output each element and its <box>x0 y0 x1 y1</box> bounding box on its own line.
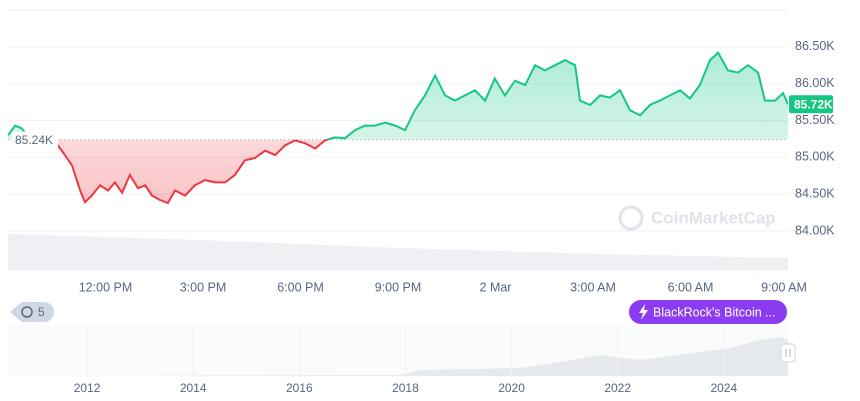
news-pill[interactable]: BlackRock's Bitcoin ... <box>629 300 787 324</box>
x-tick-label: 3:00 PM <box>180 280 227 294</box>
navigator-tick-label: 2014 <box>180 381 207 395</box>
x-tick-label: 9:00 AM <box>761 280 807 294</box>
watermark-text: CoinMarketCap <box>651 208 776 227</box>
area-up <box>8 52 788 140</box>
handle-grip <box>785 349 791 357</box>
x-tick-label: 9:00 PM <box>375 280 422 294</box>
navigator-tick-label: 2016 <box>286 381 313 395</box>
baseline-label-bg <box>12 131 58 148</box>
current-label: 85.72K <box>794 97 833 111</box>
navigator-handle[interactable] <box>780 343 796 363</box>
history-count: 5 <box>38 305 45 319</box>
price-line-down <box>28 139 331 205</box>
navigator-tick-label: 2018 <box>392 381 419 395</box>
x-tick-label: 2 Mar <box>480 280 512 294</box>
y-tick-label: 84.50K <box>795 186 835 200</box>
baseline-label: 85.24K <box>15 133 53 147</box>
navigator-tick-label: 2024 <box>710 381 737 395</box>
price-line-up <box>8 51 788 140</box>
x-tick-label: 3:00 AM <box>570 280 616 294</box>
x-tick-label: 6:00 AM <box>668 280 714 294</box>
news-text: BlackRock's Bitcoin ... <box>653 305 776 319</box>
navigator-area <box>8 337 788 376</box>
navigator-tick-label: 2022 <box>604 381 631 395</box>
volume-area <box>8 234 788 270</box>
current-label-bg <box>789 95 833 114</box>
history-badge[interactable]: 5 <box>10 302 54 322</box>
y-tick-label: 85.00K <box>795 150 835 164</box>
y-tick-label: 86.50K <box>795 39 835 53</box>
x-tick-label: 6:00 PM <box>277 280 324 294</box>
y-tick-label: 85.50K <box>795 113 835 127</box>
x-tick-label: 12:00 PM <box>79 280 133 294</box>
y-tick-label: 84.00K <box>795 223 835 237</box>
navigator-tick-label: 2020 <box>498 381 525 395</box>
navigator-tick-label: 2012 <box>74 381 101 395</box>
y-tick-label: 86.00K <box>795 76 835 90</box>
watermark: CoinMarketCap <box>618 205 776 231</box>
area-down <box>8 139 788 203</box>
